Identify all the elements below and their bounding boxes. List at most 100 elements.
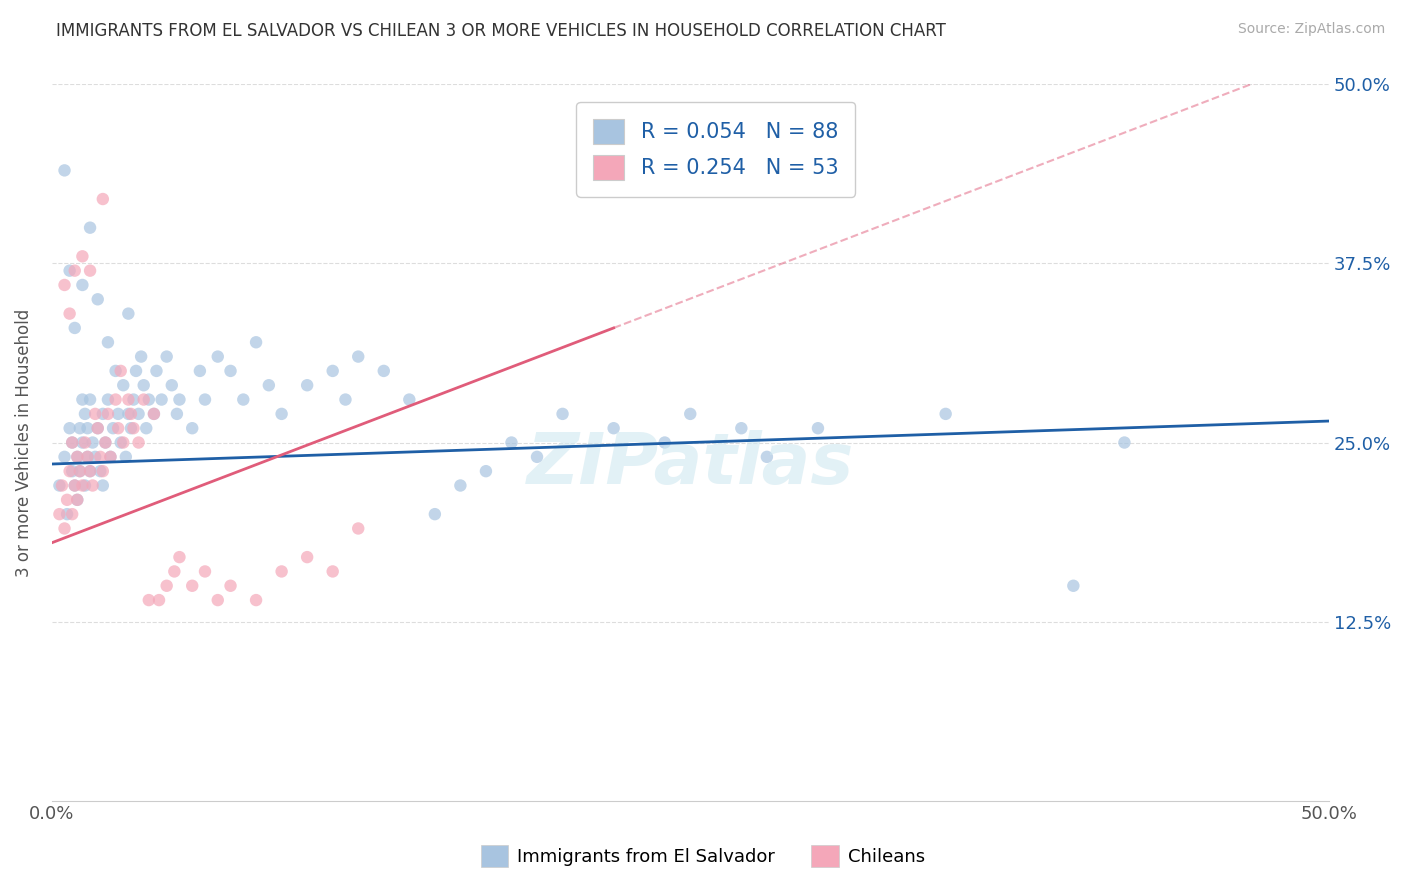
Point (100, 450, 122, 464)
Point (120, 407, 142, 421)
Point (76, 450, 98, 464)
Point (120, 421, 142, 435)
Point (755, 450, 778, 464)
Point (245, 593, 267, 607)
Point (73, 435, 96, 450)
Point (150, 392, 173, 407)
Point (730, 421, 752, 435)
Point (56, 492, 79, 507)
Point (125, 364, 148, 378)
Point (935, 407, 957, 421)
Legend: R = 0.054   N = 88, R = 0.254   N = 53: R = 0.054 N = 88, R = 0.254 N = 53 (576, 102, 855, 196)
Point (602, 421, 624, 435)
Point (60, 435, 83, 450)
Point (87, 421, 110, 435)
Point (347, 350, 370, 364)
Point (373, 364, 395, 378)
Point (66, 450, 89, 464)
Point (270, 407, 292, 421)
Point (79, 464, 101, 478)
Point (270, 565, 292, 579)
Point (245, 335, 267, 350)
Point (60, 435, 83, 450)
Point (73, 407, 96, 421)
Point (398, 392, 420, 407)
Point (59, 263, 82, 277)
Point (110, 364, 132, 378)
Point (207, 350, 229, 364)
Point (97, 407, 120, 421)
Point (551, 407, 574, 421)
Point (142, 407, 165, 421)
Point (117, 407, 139, 421)
Point (654, 435, 676, 450)
Point (449, 478, 471, 492)
Point (132, 392, 155, 407)
Point (79, 464, 101, 478)
Point (53, 450, 76, 464)
Point (135, 421, 157, 435)
Point (79, 263, 101, 277)
Point (63, 478, 86, 492)
Point (53, 277, 76, 292)
Point (347, 521, 370, 535)
Point (101, 421, 124, 435)
Point (295, 378, 318, 392)
Point (138, 593, 160, 607)
Point (72, 392, 94, 407)
Point (91, 407, 114, 421)
Point (89, 464, 111, 478)
Point (87, 421, 110, 435)
Point (112, 378, 135, 392)
Point (82, 478, 104, 492)
Point (59, 307, 82, 321)
Point (73, 478, 96, 492)
Point (72, 249, 94, 263)
Point (169, 392, 191, 407)
Point (66, 492, 89, 507)
Point (128, 407, 150, 421)
Point (142, 407, 165, 421)
Point (72, 277, 94, 292)
Point (194, 565, 217, 579)
Point (69, 464, 91, 478)
Point (56, 507, 79, 521)
Point (181, 579, 204, 593)
Legend: Immigrants from El Salvador, Chileans: Immigrants from El Salvador, Chileans (474, 838, 932, 874)
Point (91, 478, 114, 492)
Text: Source: ZipAtlas.com: Source: ZipAtlas.com (1237, 22, 1385, 37)
Point (82, 435, 104, 450)
Point (194, 392, 217, 407)
Point (423, 507, 446, 521)
Point (128, 435, 150, 450)
Point (181, 421, 204, 435)
Point (501, 435, 523, 450)
Text: IMMIGRANTS FROM EL SALVADOR VS CHILEAN 3 OR MORE VEHICLES IN HOUSEHOLD CORRELATI: IMMIGRANTS FROM EL SALVADOR VS CHILEAN 3… (56, 22, 946, 40)
Point (76, 450, 98, 464)
Point (66, 492, 89, 507)
Point (60, 464, 83, 478)
Point (219, 579, 242, 593)
Point (117, 307, 139, 321)
Point (51, 478, 73, 492)
Point (122, 421, 145, 435)
Point (122, 392, 145, 407)
Text: ZIPatlas: ZIPatlas (527, 430, 853, 499)
Point (156, 579, 179, 593)
Point (112, 435, 135, 450)
Point (166, 407, 188, 421)
Point (138, 392, 160, 407)
Point (59, 464, 82, 478)
Point (322, 364, 344, 378)
Point (94, 435, 117, 450)
Point (89, 450, 111, 464)
Point (232, 392, 254, 407)
Point (335, 392, 357, 407)
Point (114, 450, 136, 464)
Point (84, 407, 107, 421)
Point (188, 364, 211, 378)
Point (97, 392, 120, 407)
Point (84, 450, 107, 464)
Point (66, 450, 89, 464)
Point (53, 521, 76, 535)
